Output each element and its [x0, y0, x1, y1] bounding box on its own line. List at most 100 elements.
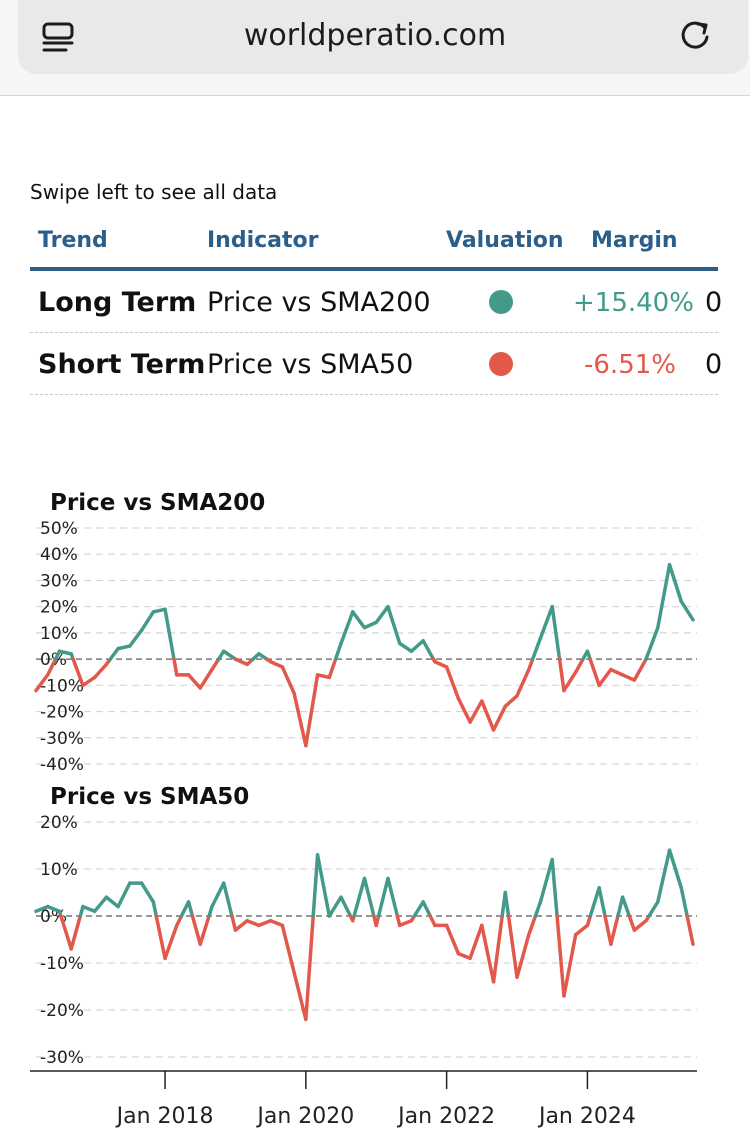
- series-segment: [386, 604, 402, 646]
- y-tick-label: -20%: [40, 1001, 84, 1021]
- series-segment: [372, 914, 378, 928]
- series-segment: [632, 918, 648, 932]
- url-text[interactable]: worldperatio.com: [243, 18, 507, 53]
- series-segment: [515, 933, 531, 979]
- series-segment: [230, 914, 238, 932]
- series-segment: [292, 691, 308, 748]
- header-trend: Trend: [38, 228, 108, 253]
- row-short-term-overflow: 0: [705, 349, 723, 380]
- address-bar[interactable]: [18, 0, 748, 74]
- series-segment: [685, 914, 695, 946]
- series-segment: [163, 607, 176, 661]
- series-segment: [456, 696, 472, 724]
- series-segment: [186, 900, 195, 918]
- header-divider: [30, 267, 718, 271]
- series-segment: [34, 673, 50, 693]
- series-segment: [480, 923, 496, 984]
- series-segment: [362, 876, 376, 918]
- series-segment: [468, 699, 484, 724]
- y-tick-label: 20%: [40, 598, 78, 618]
- series-segment: [333, 641, 343, 661]
- chart1-title: Price vs SMA200: [50, 490, 265, 516]
- series-segment: [597, 886, 607, 918]
- row-divider: [30, 394, 718, 395]
- series-segment: [585, 649, 592, 661]
- series-segment: [128, 628, 144, 648]
- series-segment: [280, 665, 296, 695]
- series-segment: [433, 659, 449, 669]
- series-segment: [57, 909, 63, 918]
- series-segment: [71, 657, 85, 688]
- series-segment: [327, 895, 343, 918]
- series-segment: [409, 914, 417, 923]
- browser-toolbar: worldperatio.com: [0, 0, 750, 96]
- series-segment: [503, 890, 511, 918]
- x-tick-label: Jan 2024: [537, 1104, 636, 1129]
- series-segment: [597, 667, 613, 688]
- header-indicator: Indicator: [207, 228, 319, 253]
- series-segment: [581, 649, 590, 661]
- y-tick-label: 0%: [40, 907, 67, 927]
- series-segment: [264, 657, 273, 664]
- series-segment: [339, 610, 355, 646]
- series-segment: [233, 918, 249, 932]
- series-segment: [527, 657, 535, 672]
- y-tick-label: -10%: [40, 676, 84, 696]
- series-segment: [251, 652, 261, 661]
- series-segment: [348, 914, 355, 923]
- series-segment: [257, 652, 269, 661]
- series-segment: [632, 657, 648, 682]
- series-segment: [268, 918, 285, 928]
- series-segment: [57, 649, 73, 656]
- series-segment: [530, 636, 543, 661]
- series-segment: [172, 657, 179, 677]
- series-segment: [362, 620, 378, 630]
- series-segment: [620, 673, 637, 682]
- series-segment: [304, 673, 320, 748]
- series-segment: [550, 857, 559, 918]
- series-segment: [656, 848, 672, 904]
- series-segment: [374, 604, 390, 625]
- series-segment: [409, 639, 425, 653]
- series-segment: [374, 914, 381, 928]
- series-segment: [557, 657, 566, 693]
- series-segment: [656, 562, 672, 630]
- series-segment: [198, 667, 214, 690]
- y-tick-label: 50%: [40, 519, 78, 539]
- series-segment: [588, 657, 601, 688]
- series-segment: [395, 914, 402, 928]
- series-segment: [104, 657, 113, 667]
- series-segment: [562, 670, 578, 693]
- series-segment: [268, 659, 285, 669]
- series-segment: [108, 646, 120, 661]
- series-segment: [397, 641, 414, 653]
- y-tick-label: -30%: [40, 729, 84, 749]
- series-segment: [444, 665, 461, 701]
- series-segment: [45, 904, 62, 914]
- series-segment: [292, 970, 308, 1022]
- series-segment: [491, 704, 508, 732]
- series-segment: [500, 890, 508, 918]
- row-long-term-trend: Long Term: [38, 287, 197, 318]
- x-tick-label: Jan 2022: [396, 1104, 495, 1129]
- series-segment: [644, 625, 660, 661]
- x-tick-label: Jan 2018: [115, 1104, 214, 1129]
- row-divider: [30, 332, 718, 333]
- series-segment: [221, 881, 234, 918]
- series-segment: [644, 914, 651, 923]
- series-segment: [233, 657, 249, 667]
- row-short-term-trend: Short Term: [38, 349, 206, 380]
- series-segment: [555, 914, 566, 998]
- y-tick-label: 10%: [40, 624, 78, 644]
- series-segment: [480, 699, 496, 732]
- series-segment: [175, 914, 184, 928]
- row-short-term-margin: -6.51%: [584, 350, 676, 380]
- y-tick-label: 20%: [40, 813, 78, 833]
- series-segment: [538, 857, 554, 904]
- series-segment: [603, 914, 613, 946]
- series-segment: [431, 657, 437, 664]
- reader-icon[interactable]: [40, 20, 76, 56]
- series-segment: [491, 914, 504, 984]
- reload-icon[interactable]: [677, 18, 713, 54]
- row-long-term-margin: +15.40%: [573, 288, 694, 318]
